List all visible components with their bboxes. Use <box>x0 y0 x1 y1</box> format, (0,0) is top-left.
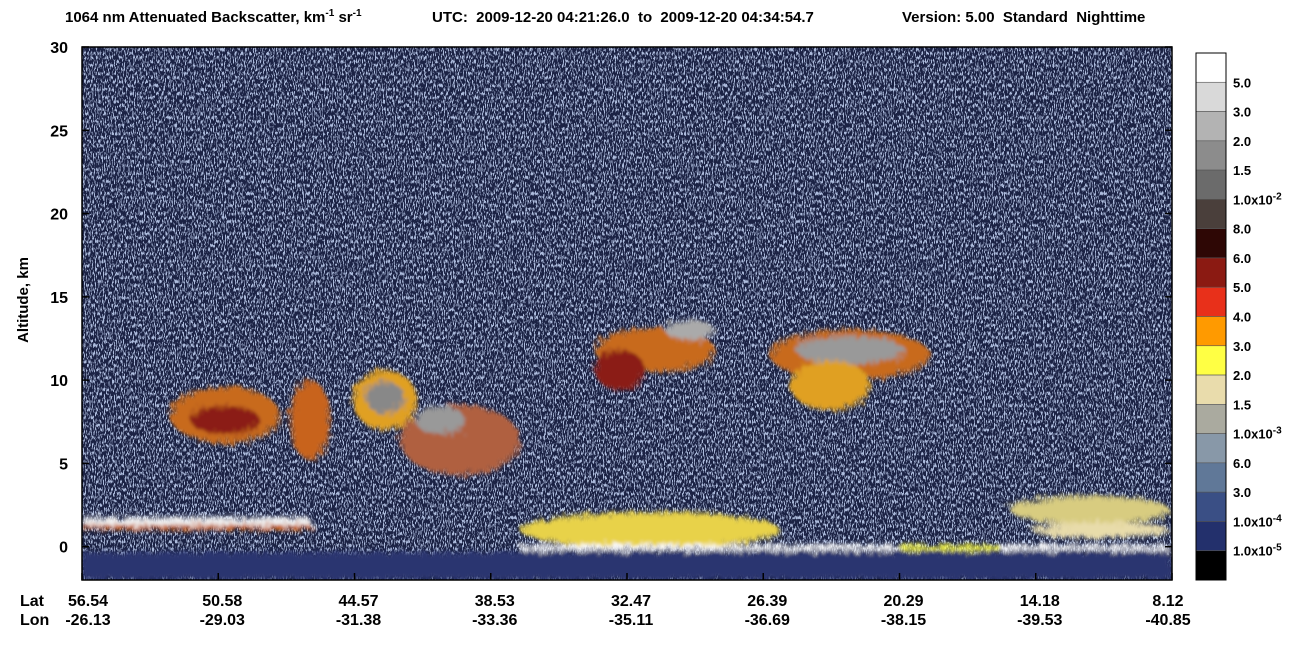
y-axis-label: Altitude, km <box>15 257 32 343</box>
colorbar-label-base: 1.0x10 <box>1233 427 1273 442</box>
colorbar-label: 1.0x10-5 <box>1233 543 1282 559</box>
colorbar-swatch <box>1195 169 1227 200</box>
colorbar-label: 3.0 <box>1233 339 1251 354</box>
colorbar-swatch <box>1195 491 1227 522</box>
lon-label: -31.38 <box>336 612 381 629</box>
lat-label: 14.18 <box>1020 593 1060 610</box>
colorbar-frame <box>1195 52 1227 581</box>
colorbar-label-sup: -2 <box>1273 191 1282 202</box>
colorbar-label: 1.0x10-2 <box>1233 191 1282 207</box>
colorbar-swatch <box>1195 52 1227 83</box>
colorbar-label-base: 1.0x10 <box>1233 192 1273 207</box>
colorbar-swatch <box>1195 521 1227 552</box>
lon-label: -36.69 <box>745 612 790 629</box>
y-tick-label: 15 <box>50 290 68 307</box>
colorbar-label: 1.0x10-4 <box>1233 513 1282 529</box>
colorbar-label: 8.0 <box>1233 222 1251 237</box>
title-sup: -1 <box>353 8 362 19</box>
y-tick-label: 10 <box>50 373 68 390</box>
colorbar-swatch <box>1195 550 1227 581</box>
y-tick-label: 20 <box>50 207 68 224</box>
colorbar-label: 6.0 <box>1233 456 1251 471</box>
y-tick-label: 5 <box>59 456 68 473</box>
y-tick-label: 0 <box>59 540 68 557</box>
colorbar-label-sup: -4 <box>1273 513 1282 524</box>
lon-label: -38.15 <box>881 612 926 629</box>
colorbar-label: 4.0 <box>1233 310 1251 325</box>
colorbar-label: 3.0 <box>1233 485 1251 500</box>
lon-label: -33.36 <box>472 612 517 629</box>
colorbar-label: 2.0 <box>1233 134 1251 149</box>
colorbar-label: 1.5 <box>1233 163 1251 178</box>
lat-label: 20.29 <box>883 593 923 610</box>
title-part: UTC: 2009-12-20 04:21:26.0 to 2009-12-20… <box>432 9 814 26</box>
colorbar-label: 5.0 <box>1233 75 1251 90</box>
y-tick-label: 30 <box>50 40 68 57</box>
lon-label: -29.03 <box>200 612 245 629</box>
colorbar-swatch <box>1195 316 1227 347</box>
colorbar-label: 1.5 <box>1233 397 1251 412</box>
lat-label: 56.54 <box>68 593 108 610</box>
lat-label: 8.12 <box>1152 593 1183 610</box>
row-title: Lon <box>20 612 49 629</box>
colorbar-label: 2.0 <box>1233 368 1251 383</box>
colorbar-label-base: 1.0x10 <box>1233 544 1273 559</box>
lat-label: 32.47 <box>611 593 651 610</box>
colorbar-label: 5.0 <box>1233 280 1251 295</box>
colorbar-label: 6.0 <box>1233 251 1251 266</box>
title-sup: -1 <box>325 8 334 19</box>
lon-label: -39.53 <box>1017 612 1062 629</box>
title-part: Version: 5.00 Standard Nighttime <box>902 9 1145 26</box>
colorbar-label-sup: -3 <box>1273 426 1282 437</box>
colorbar-swatch <box>1195 404 1227 434</box>
row-title: Lat <box>20 593 45 610</box>
title-part: sr <box>334 9 353 26</box>
colorbar-swatch <box>1195 345 1227 376</box>
colorbar-swatch <box>1195 374 1227 405</box>
lat-label: 38.53 <box>475 593 515 610</box>
lon-label: -40.85 <box>1145 612 1190 629</box>
colorbar-swatch <box>1195 199 1227 229</box>
profile-image <box>82 47 1172 580</box>
colorbar-label-base: 1.0x10 <box>1233 514 1273 529</box>
title-part: 1064 nm Attenuated Backscatter, km <box>65 9 325 26</box>
colorbar-swatch <box>1195 111 1227 142</box>
colorbar-swatch <box>1195 286 1227 317</box>
colorbar-swatch <box>1195 433 1227 464</box>
lon-label: -35.11 <box>609 612 654 629</box>
colorbar-swatch <box>1195 140 1227 171</box>
lat-label: 26.39 <box>747 593 787 610</box>
colorbar-swatch <box>1195 81 1227 112</box>
chart-title: 1064 nm Attenuated Backscatter, km-1 sr-… <box>65 8 1145 26</box>
colorbar-label: 3.0 <box>1233 105 1251 120</box>
lon-label: -26.13 <box>65 612 110 629</box>
colorbar-swatch <box>1195 462 1227 493</box>
colorbar-swatch <box>1195 228 1227 259</box>
y-tick-label: 25 <box>50 123 68 140</box>
lat-label: 44.57 <box>338 593 378 610</box>
colorbar-label: 1.0x10-3 <box>1233 426 1282 442</box>
lat-label: 50.58 <box>202 593 242 610</box>
colorbar-label-sup: -5 <box>1273 543 1282 554</box>
colorbar-swatch <box>1195 257 1227 288</box>
